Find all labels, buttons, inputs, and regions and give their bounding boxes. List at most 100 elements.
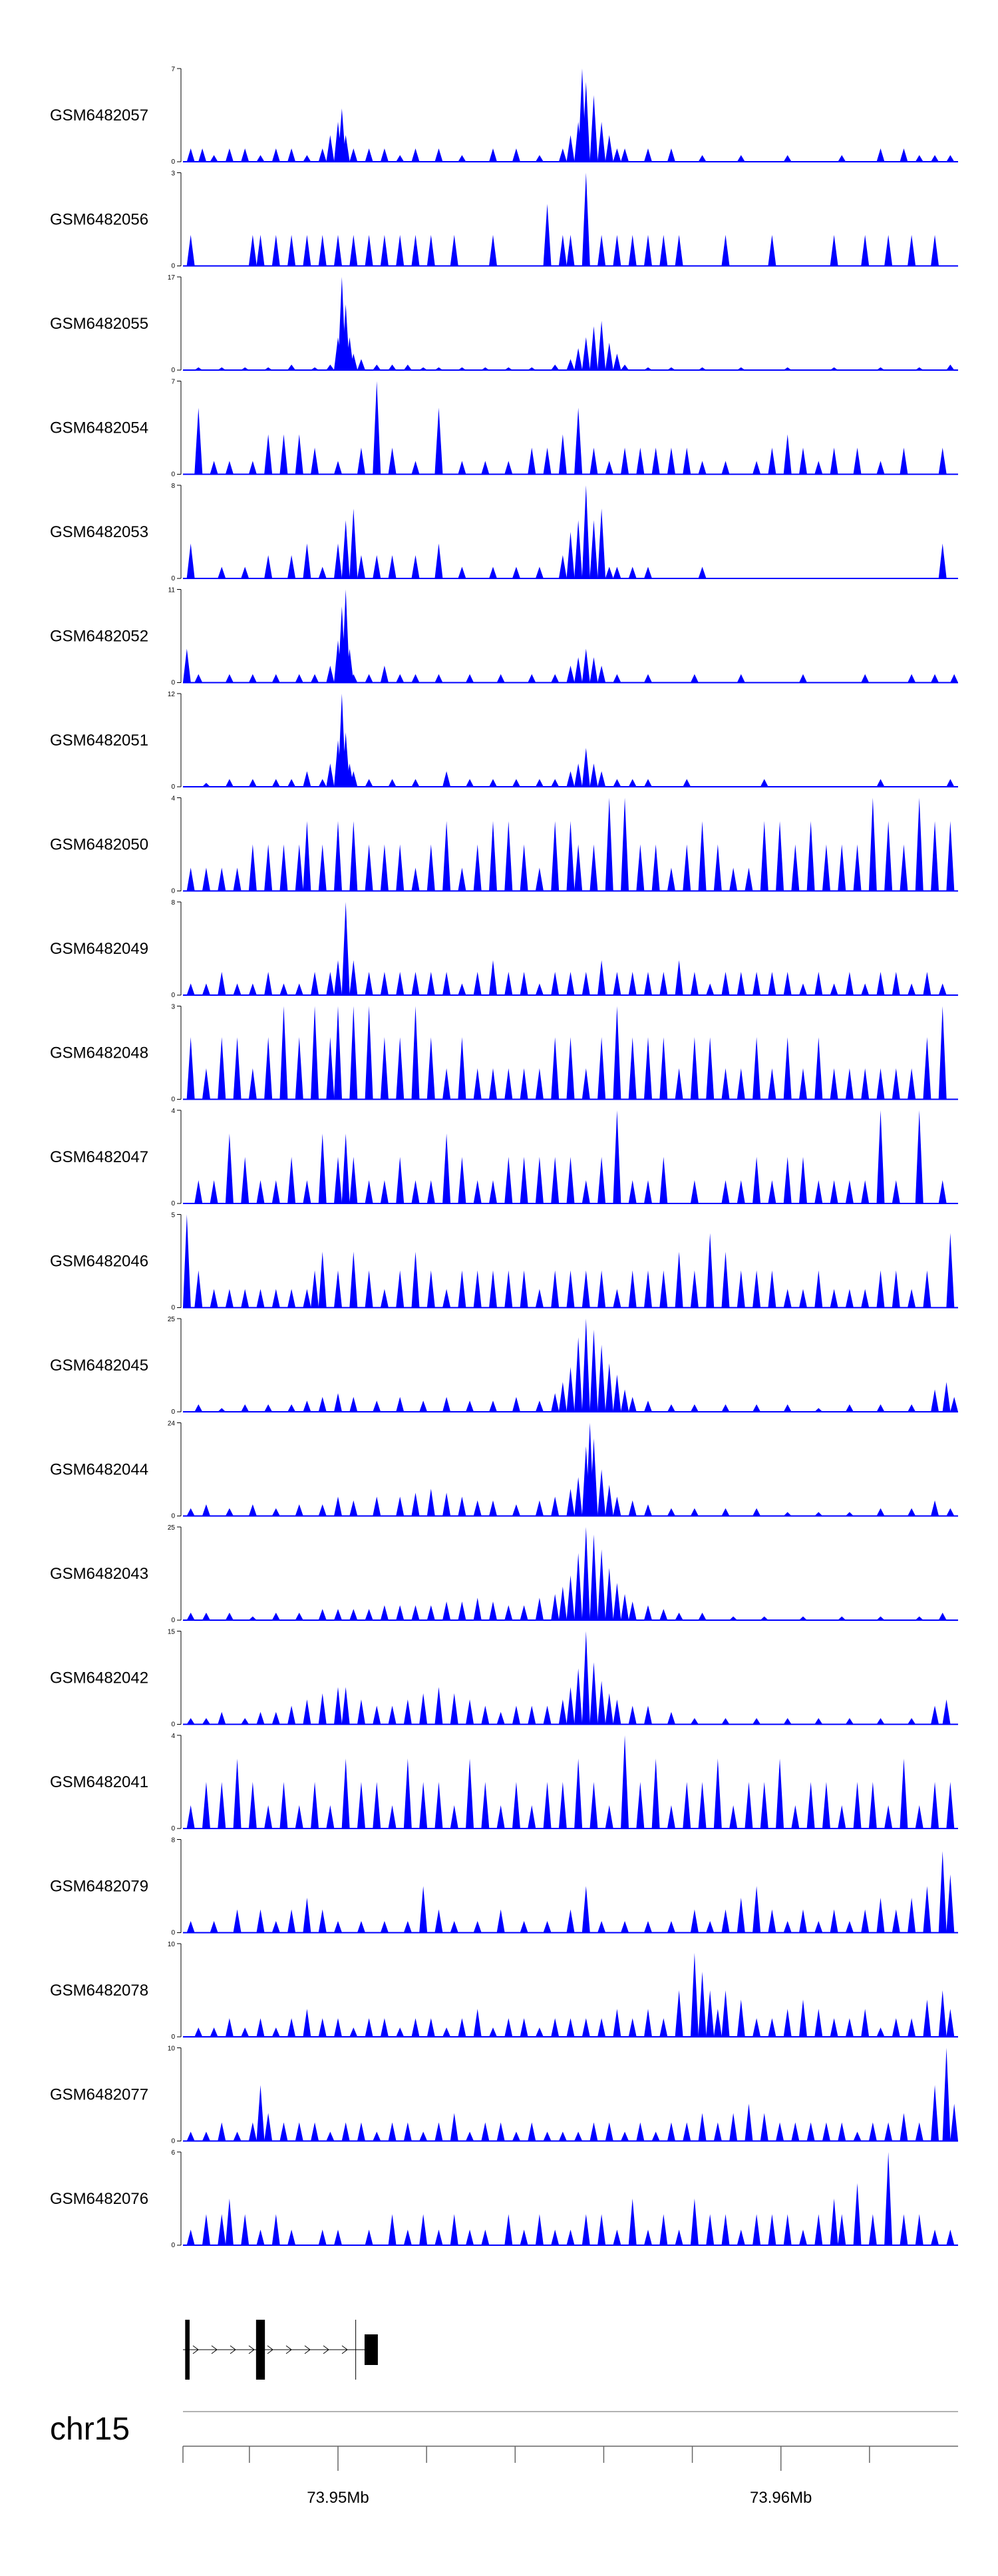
signal-peak [908, 234, 916, 266]
signal-peak [783, 367, 792, 370]
signal-peak [713, 2122, 722, 2141]
track-GSM6482076: GSM6482076 6 0 [50, 2149, 958, 2249]
signal-peak [768, 1068, 776, 1100]
signal-peak [535, 867, 544, 891]
signal-peak [218, 2214, 226, 2245]
signal-peak [636, 2122, 645, 2141]
signal-peak [621, 447, 629, 475]
signal-peak [426, 2018, 435, 2037]
signal-peak [551, 2229, 560, 2245]
signal-peak [558, 434, 567, 475]
signal-peak [334, 821, 342, 891]
signal-peak [908, 1068, 916, 1100]
signal-peak [202, 783, 210, 787]
y-tick-label-max: 7 [171, 66, 175, 73]
signal-peak [706, 1233, 715, 1308]
signal-peak [357, 447, 365, 475]
signal-peak [303, 234, 311, 266]
signal-peak [597, 960, 606, 995]
signal-peak [566, 1270, 575, 1308]
track-label: GSM6482046 [50, 1253, 148, 1271]
signal-peak [628, 1500, 637, 1516]
signal-peak [186, 1508, 195, 1516]
signal-peak [264, 555, 273, 578]
signal-peak [830, 1289, 838, 1308]
signal-peak [279, 2122, 288, 2141]
signal-peak [210, 1289, 218, 1308]
signal-peak [938, 543, 947, 578]
signal-peak [388, 555, 397, 578]
signal-peak [287, 1404, 296, 1412]
signal-peak [721, 2214, 730, 2245]
signal-peak [946, 155, 955, 162]
signal-peak [876, 1068, 885, 1100]
track-GSM6482077: GSM6482077 10 0 [50, 2045, 958, 2145]
signal-peak [411, 555, 420, 578]
signal-peak [535, 1289, 544, 1308]
signal-peak [605, 1484, 613, 1516]
signal-peak [783, 972, 792, 995]
signal-peak [876, 1270, 885, 1308]
signal-peak [326, 135, 335, 162]
signal-peak [520, 1921, 528, 1933]
signal-peak [183, 648, 191, 683]
signal-peak [597, 320, 606, 370]
signal-peak [628, 2199, 637, 2245]
signal-peak [892, 972, 900, 995]
signal-peak [706, 1921, 715, 1933]
signal-peak [210, 2028, 218, 2037]
signal-peak [473, 1598, 482, 1620]
signal-peak [450, 2113, 458, 2141]
signal-peak [582, 648, 590, 683]
signal-peak [186, 2229, 195, 2245]
signal-peak [186, 234, 195, 266]
signal-peak [814, 461, 823, 475]
y-tick-label-min: 0 [171, 680, 175, 687]
signal-peak [411, 1492, 420, 1516]
signal-peak [760, 779, 768, 787]
signal-peak [450, 2214, 458, 2245]
track-GSM6482047: GSM6482047 4 0 [50, 1108, 958, 1207]
signal-peak [574, 2131, 583, 2141]
signal-peak [690, 1508, 699, 1516]
signal-peak [582, 82, 590, 162]
signal-peak [202, 1504, 210, 1516]
signal-peak [597, 2018, 606, 2037]
track-GSM6482054: GSM6482054 7 0 [50, 379, 958, 479]
strand-chevron [192, 2345, 199, 2354]
signal-peak [597, 122, 606, 162]
signal-peak [613, 779, 621, 787]
signal-peak [535, 566, 544, 578]
signal-peak [853, 844, 862, 891]
signal-peak [365, 1180, 373, 1203]
signal-peak [303, 1400, 311, 1412]
track-label: GSM6482077 [50, 2086, 148, 2104]
signal-peak [644, 367, 652, 370]
signal-peak [520, 2229, 528, 2245]
signal-peak [241, 367, 250, 370]
signal-peak [706, 1990, 715, 2037]
signal-peak [264, 2113, 273, 2141]
signal-peak [520, 2018, 528, 2037]
signal-peak [419, 2214, 428, 2245]
signal-peak [605, 2122, 613, 2141]
signal-peak [783, 155, 792, 162]
signal-peak [186, 1921, 195, 1933]
signal-peak [799, 1157, 807, 1203]
signal-peak [853, 1782, 862, 1828]
signal-peak [202, 2131, 210, 2141]
signal-peak [861, 1180, 870, 1203]
signal-peak [248, 779, 257, 787]
strand-chevron [323, 2345, 329, 2354]
track-GSM6482053: GSM6482053 8 0 [50, 483, 958, 582]
signal-peak [528, 1805, 536, 1828]
signal-peak [667, 148, 675, 162]
signal-peak [396, 155, 405, 162]
signal-peak [318, 1396, 327, 1412]
signal-peak [403, 1759, 412, 1828]
signal-peak [613, 1289, 621, 1308]
signal-peak [186, 1718, 195, 1725]
signal-peak [752, 461, 761, 475]
signal-peak [908, 674, 916, 683]
signal-peak [776, 1759, 784, 1828]
